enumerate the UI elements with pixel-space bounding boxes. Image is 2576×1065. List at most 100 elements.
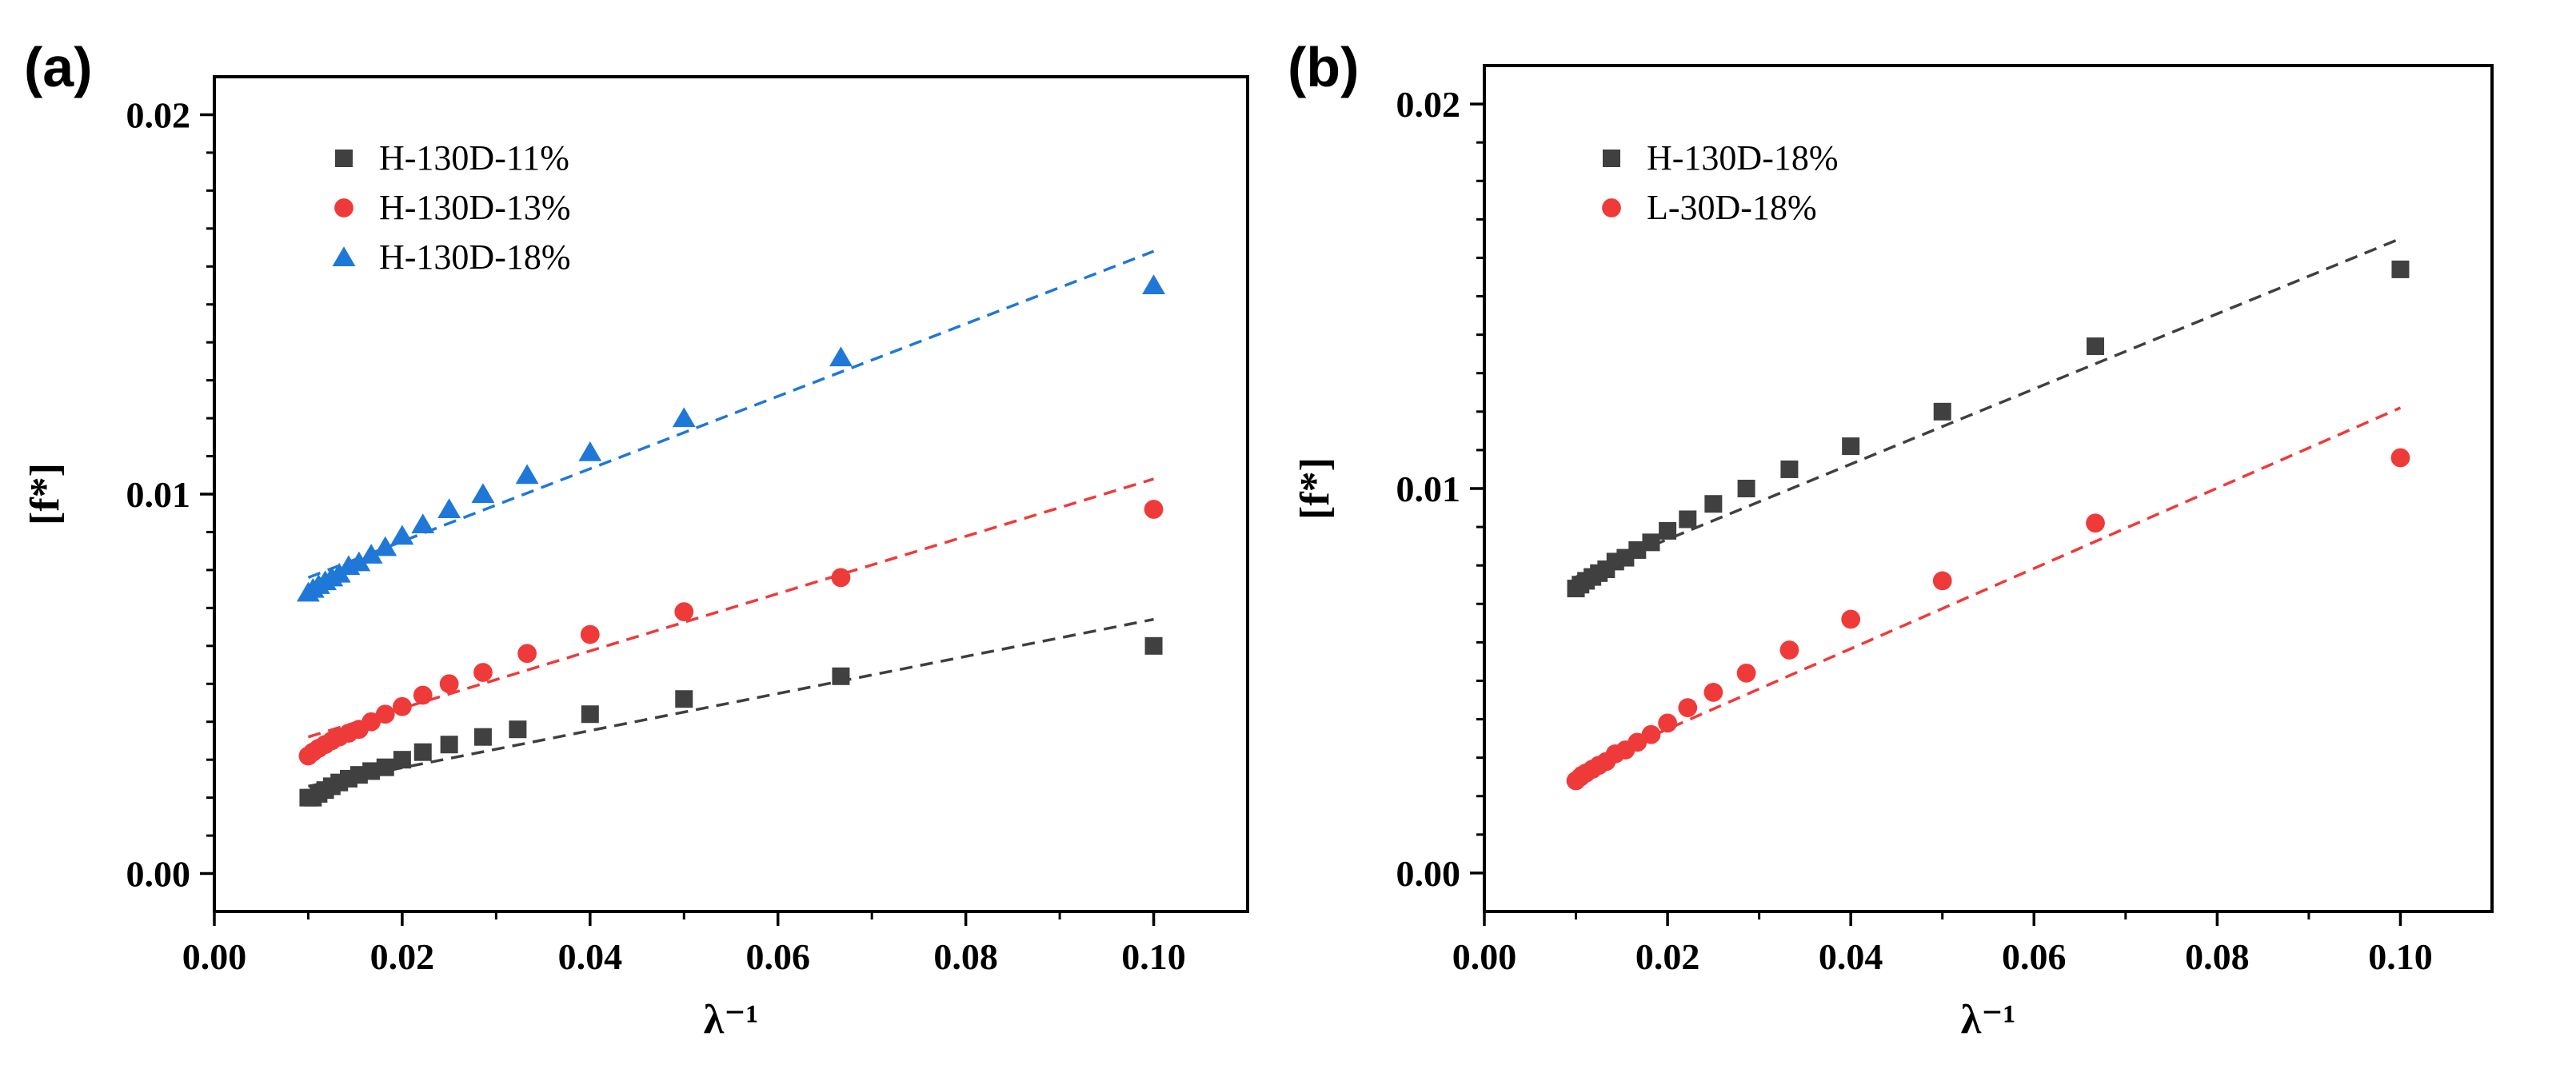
legend-label-l-30d-18pct: L-30D-18% xyxy=(1647,188,1817,227)
data-point-h-130d-11pct xyxy=(581,705,599,724)
data-point-h-130d-18pct xyxy=(1737,480,1755,497)
data-point-l-30d-18pct xyxy=(1658,713,1677,733)
panel-b: (b) 0.00 0.02 0.04 0.06 0.08 0.10 0.00 0.01 0.02 λ… xyxy=(1288,36,2494,1043)
x-tick-label: 0.08 xyxy=(2185,936,2250,977)
series-h-130d-11pct xyxy=(299,617,1163,807)
fit-line-l-30d-18pct xyxy=(1575,406,2402,771)
x-tick-label: 0.10 xyxy=(2368,936,2433,977)
data-point-l-30d-18pct xyxy=(1779,640,1799,660)
series-l-30d-18pct xyxy=(1566,406,2410,791)
data-point-h-130d-11pct xyxy=(832,667,850,685)
data-point-h-130d-18pct xyxy=(1659,521,1677,540)
x-tick-label: 0.04 xyxy=(1819,936,1883,977)
data-point-h-130d-13pct xyxy=(580,624,600,644)
data-point-h-130d-11pct xyxy=(362,762,381,780)
data-point-l-30d-18pct xyxy=(1703,683,1723,702)
legend-label-h-130d-18pct: H-130D-18% xyxy=(379,237,571,277)
series-h-130d-13pct xyxy=(298,477,1164,766)
data-point-h-130d-18pct xyxy=(515,464,539,485)
data-point-l-30d-18pct xyxy=(1841,609,1861,629)
legend-marker-h-130d-11pct xyxy=(335,150,353,167)
plot-frame xyxy=(213,75,1249,913)
data-point-h-130d-11pct xyxy=(509,720,527,739)
data-point-h-130d-18pct xyxy=(1679,510,1697,529)
data-point-h-130d-18pct xyxy=(1142,274,1165,294)
legend-marker-h-130d-18pct xyxy=(332,246,356,266)
data-point-h-130d-18pct xyxy=(829,346,853,367)
legend-marker-h-130d-13pct xyxy=(334,198,353,217)
data-point-h-130d-18pct xyxy=(411,513,435,533)
data-point-h-130d-11pct xyxy=(1144,636,1163,655)
data-point-h-130d-18pct xyxy=(373,536,397,556)
y-axis-title: [f*] xyxy=(22,463,68,525)
fit-line-h-130d-18pct xyxy=(1575,237,2402,579)
data-point-h-130d-18pct xyxy=(1933,402,1951,421)
x-axis-title: λ⁻¹ xyxy=(704,997,759,1043)
y-tick-label: 0.01 xyxy=(1396,469,1461,509)
data-point-h-130d-13pct xyxy=(439,674,459,694)
x-tick-label: 0.10 xyxy=(1121,936,1186,977)
fit-line-h-130d-13pct xyxy=(307,477,1155,739)
x-tick-label: 0.02 xyxy=(1635,936,1700,977)
panel-a: (a) 0.00 0.02 0.04 0.06 0.08 0.10 0.00 0.01 0.02 λ… xyxy=(22,36,1249,1043)
data-point-h-130d-13pct xyxy=(361,712,381,732)
data-point-h-130d-11pct xyxy=(413,743,432,761)
data-point-h-130d-11pct xyxy=(376,758,394,776)
panel-label: (b) xyxy=(1288,36,1359,98)
data-point-h-130d-13pct xyxy=(393,696,412,716)
data-point-h-130d-18pct xyxy=(471,483,495,503)
data-point-h-130d-18pct xyxy=(1642,533,1660,552)
data-point-h-130d-11pct xyxy=(675,690,693,708)
x-tick-label: 0.00 xyxy=(182,936,247,977)
data-point-l-30d-18pct xyxy=(1678,698,1698,717)
data-point-h-130d-18pct xyxy=(2391,260,2410,278)
data-point-h-130d-13pct xyxy=(473,663,493,682)
data-point-h-130d-11pct xyxy=(473,728,492,746)
legend-label-h-130d-13pct: H-130D-13% xyxy=(379,188,571,227)
data-point-h-130d-18pct xyxy=(578,441,602,461)
data-point-h-130d-18pct xyxy=(1842,437,1860,456)
data-point-h-130d-18pct xyxy=(390,525,414,545)
fit-line-h-130d-18pct xyxy=(307,249,1155,580)
data-point-h-130d-18pct xyxy=(672,407,696,428)
x-tick-label: 0.04 xyxy=(558,936,623,977)
x-axis-title: λ⁻¹ xyxy=(1961,997,2016,1043)
data-point-h-130d-18pct xyxy=(1704,495,1723,513)
legend-label-h-130d-18pct: H-130D-18% xyxy=(1647,138,1839,178)
legend-marker-l-30d-18pct xyxy=(1602,198,1621,217)
data-point-h-130d-13pct xyxy=(1144,500,1164,519)
data-point-h-130d-11pct xyxy=(393,751,411,769)
x-tick-label: 0.00 xyxy=(1452,936,1517,977)
data-point-l-30d-18pct xyxy=(2086,513,2105,533)
x-tick-label: 0.08 xyxy=(933,936,998,977)
y-tick-label: 0.01 xyxy=(126,474,191,515)
y-tick-label: 0.00 xyxy=(1396,853,1461,894)
data-point-h-130d-11pct xyxy=(440,736,458,754)
legend-marker-h-130d-18pct xyxy=(1603,150,1620,167)
data-point-h-130d-18pct xyxy=(347,551,371,572)
legend-label-h-130d-11pct: H-130D-11% xyxy=(379,138,569,178)
series-h-130d-18pct xyxy=(1567,237,2410,598)
x-tick-label: 0.02 xyxy=(370,936,435,977)
data-point-l-30d-18pct xyxy=(1736,663,1756,683)
data-point-h-130d-18pct xyxy=(359,544,383,564)
data-point-h-130d-18pct xyxy=(2087,337,2105,356)
data-point-h-130d-18pct xyxy=(437,498,461,518)
data-point-h-130d-13pct xyxy=(517,644,537,664)
y-tick-label: 0.02 xyxy=(1396,84,1461,125)
y-axis-title: [f*] xyxy=(1292,457,1338,520)
x-tick-label: 0.06 xyxy=(2002,936,2067,977)
data-point-l-30d-18pct xyxy=(1641,724,1661,744)
data-point-h-130d-18pct xyxy=(1628,540,1647,559)
plot-frame xyxy=(1483,64,2494,913)
series-h-130d-18pct xyxy=(297,249,1165,602)
x-tick-label: 0.06 xyxy=(745,936,810,977)
panel-label: (a) xyxy=(24,36,93,98)
fit-line-h-130d-11pct xyxy=(308,617,1154,788)
y-tick-label: 0.00 xyxy=(126,854,191,895)
data-point-h-130d-13pct xyxy=(674,602,694,621)
y-tick-label: 0.02 xyxy=(126,94,191,135)
data-point-h-130d-13pct xyxy=(831,568,851,588)
data-point-l-30d-18pct xyxy=(1932,571,1952,591)
